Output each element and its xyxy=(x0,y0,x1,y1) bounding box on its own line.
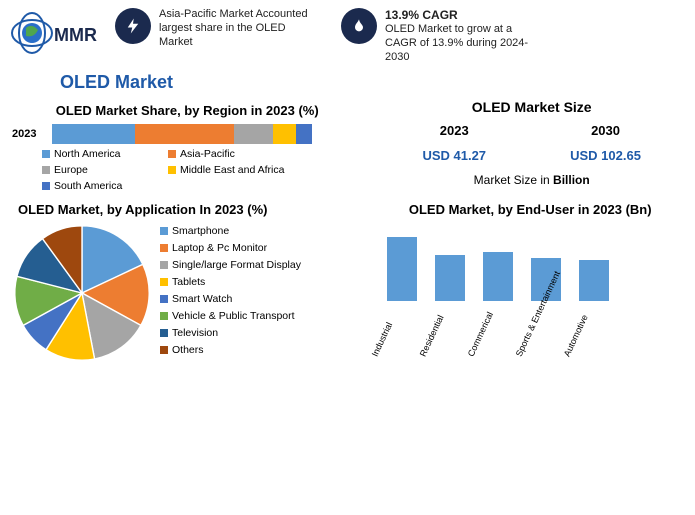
content-upper: OLED Market Share, by Region in 2023 (%)… xyxy=(0,99,695,196)
header: MMR Asia-Pacific Market Accounted larges… xyxy=(0,0,695,68)
legend-item: Europe xyxy=(42,164,152,176)
legend-label: Single/large Format Display xyxy=(172,259,301,271)
region-chart-section: OLED Market Share, by Region in 2023 (%)… xyxy=(12,99,362,196)
legend-swatch xyxy=(160,278,168,286)
bar-label: Residential xyxy=(418,327,440,358)
pie-legend: Smartphone Laptop & Pc Monitor Single/larg… xyxy=(160,223,301,356)
bar-chart-title: OLED Market, by End-User in 2023 (Bn) xyxy=(377,202,683,217)
size-value-1: USD 102.65 xyxy=(570,148,641,163)
legend-item: Television xyxy=(160,327,301,339)
legend-swatch xyxy=(160,261,168,269)
market-size-section: OLED Market Size 2023 USD 41.27 2030 USD… xyxy=(380,99,683,196)
legend-item: Middle East and Africa xyxy=(168,164,284,176)
pie-chart xyxy=(12,223,152,363)
region-chart-title: OLED Market Share, by Region in 2023 (%) xyxy=(12,103,362,118)
stacked-bar xyxy=(52,124,312,144)
legend-label: Smart Watch xyxy=(172,293,232,305)
size-sub-b: Billion xyxy=(553,173,590,187)
legend-label: South America xyxy=(54,180,122,192)
stacked-segment xyxy=(273,124,296,144)
bar-label: Commerical xyxy=(466,327,488,358)
size-year-1: 2030 xyxy=(570,123,641,138)
legend-swatch xyxy=(42,182,50,190)
market-size-subtitle: Market Size in Billion xyxy=(380,173,683,187)
legend-item: Vehicle & Public Transport xyxy=(160,310,301,322)
legend-item: Smart Watch xyxy=(160,293,301,305)
bar-chart: IndustrialResidentialCommericalSports & … xyxy=(377,223,683,363)
legend-item: Single/large Format Display xyxy=(160,259,301,271)
legend-item: Tablets xyxy=(160,276,301,288)
legend-label: Smartphone xyxy=(172,225,229,237)
bar-label: Sports & Entertainment xyxy=(514,327,536,358)
cagr-title: 13.9% CAGR xyxy=(385,8,545,23)
legend-label: Laptop & Pc Monitor xyxy=(172,242,267,254)
legend-item: Laptop & Pc Monitor xyxy=(160,242,301,254)
bar-labels: IndustrialResidentialCommericalSports & … xyxy=(381,305,683,315)
callout-asia-pacific: Asia-Pacific Market Accounted largest sh… xyxy=(115,8,319,49)
stacked-segment xyxy=(234,124,273,144)
legend-swatch xyxy=(160,244,168,252)
legend-item: Others xyxy=(160,344,301,356)
bar xyxy=(387,237,417,301)
flame-icon xyxy=(341,8,377,44)
legend-label: Asia-Pacific xyxy=(180,148,235,160)
stacked-bar-year: 2023 xyxy=(12,128,44,140)
legend-swatch xyxy=(42,166,50,174)
legend-swatch xyxy=(168,166,176,174)
callout-cagr: 13.9% CAGR OLED Market to grow at a CAGR… xyxy=(341,8,545,64)
legend-label: Europe xyxy=(54,164,88,176)
region-legend: North America Asia-Pacific Europe Middle Ea… xyxy=(12,148,362,192)
bar xyxy=(579,260,609,301)
bars xyxy=(381,231,683,301)
market-size-title: OLED Market Size xyxy=(380,99,683,115)
legend-swatch xyxy=(168,150,176,158)
legend-label: Television xyxy=(172,327,218,339)
pie-chart-title: OLED Market, by Application In 2023 (%) xyxy=(12,202,363,217)
bar xyxy=(483,252,513,302)
bar-label: Industrial xyxy=(370,327,392,358)
callout-1-text: Asia-Pacific Market Accounted largest sh… xyxy=(159,8,319,49)
size-col-2030: 2030 USD 102.65 xyxy=(570,123,641,163)
bar-chart-section: OLED Market, by End-User in 2023 (Bn) In… xyxy=(377,198,683,363)
legend-swatch xyxy=(160,346,168,354)
bar xyxy=(435,255,465,302)
bolt-icon xyxy=(115,8,151,44)
callout-2-text: 13.9% CAGR OLED Market to grow at a CAGR… xyxy=(385,8,545,64)
size-year-0: 2023 xyxy=(422,123,486,138)
legend-swatch xyxy=(160,312,168,320)
legend-label: Others xyxy=(172,344,204,356)
pie-chart-section: OLED Market, by Application In 2023 (%) … xyxy=(12,198,363,363)
bar-label: Automotive xyxy=(562,327,584,358)
legend-swatch xyxy=(160,227,168,235)
legend-swatch xyxy=(160,295,168,303)
stacked-segment xyxy=(296,124,312,144)
mmr-logo: MMR xyxy=(10,8,105,58)
legend-item: Smartphone xyxy=(160,225,301,237)
content-lower: OLED Market, by Application In 2023 (%) … xyxy=(0,198,695,363)
legend-item: Asia-Pacific xyxy=(168,148,278,160)
size-value-0: USD 41.27 xyxy=(422,148,486,163)
size-col-2023: 2023 USD 41.27 xyxy=(422,123,486,163)
legend-label: Tablets xyxy=(172,276,205,288)
legend-item: South America xyxy=(42,180,152,192)
size-sub-a: Market Size in xyxy=(474,173,553,187)
cagr-text: OLED Market to grow at a CAGR of 13.9% d… xyxy=(385,23,545,64)
market-size-columns: 2023 USD 41.27 2030 USD 102.65 xyxy=(380,123,683,163)
page-title: OLED Market xyxy=(0,68,695,99)
stacked-segment xyxy=(52,124,135,144)
stacked-segment xyxy=(135,124,234,144)
legend-label: Vehicle & Public Transport xyxy=(172,310,295,322)
legend-label: North America xyxy=(54,148,121,160)
stacked-bar-row: 2023 xyxy=(12,124,362,144)
legend-label: Middle East and Africa xyxy=(180,164,284,176)
logo-text: MMR xyxy=(54,25,97,45)
pie-wrap: Smartphone Laptop & Pc Monitor Single/larg… xyxy=(12,223,363,363)
legend-item: North America xyxy=(42,148,152,160)
legend-swatch xyxy=(160,329,168,337)
legend-swatch xyxy=(42,150,50,158)
